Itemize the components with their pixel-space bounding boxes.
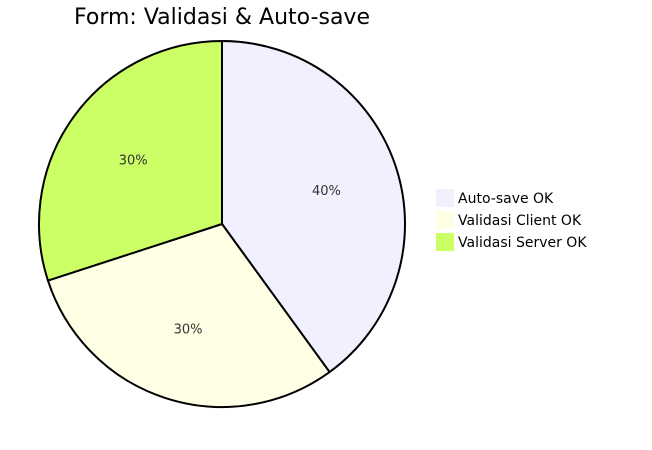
- legend-label: Auto-save OK: [458, 191, 554, 207]
- chart-title: Form: Validasi & Auto-save: [74, 5, 370, 30]
- legend-swatch: [436, 233, 454, 251]
- pie-slices: [38, 39, 406, 408]
- pie-slice: [221, 39, 406, 374]
- slice-percent-label: 30%: [174, 322, 203, 337]
- legend-label: Validasi Server OK: [458, 235, 587, 251]
- legend-label: Validasi Client OK: [458, 213, 582, 229]
- pie-slice: [46, 222, 331, 408]
- pie-slice: [38, 39, 223, 282]
- legend: Auto-save OK Validasi Client OK Validasi S…: [436, 189, 587, 251]
- pie-slice-labels: 40% 30% 30%: [119, 153, 341, 337]
- legend-swatch: [436, 189, 454, 207]
- legend-swatch: [436, 211, 454, 229]
- slice-percent-label: 30%: [119, 153, 148, 168]
- slice-percent-label: 40%: [312, 184, 341, 199]
